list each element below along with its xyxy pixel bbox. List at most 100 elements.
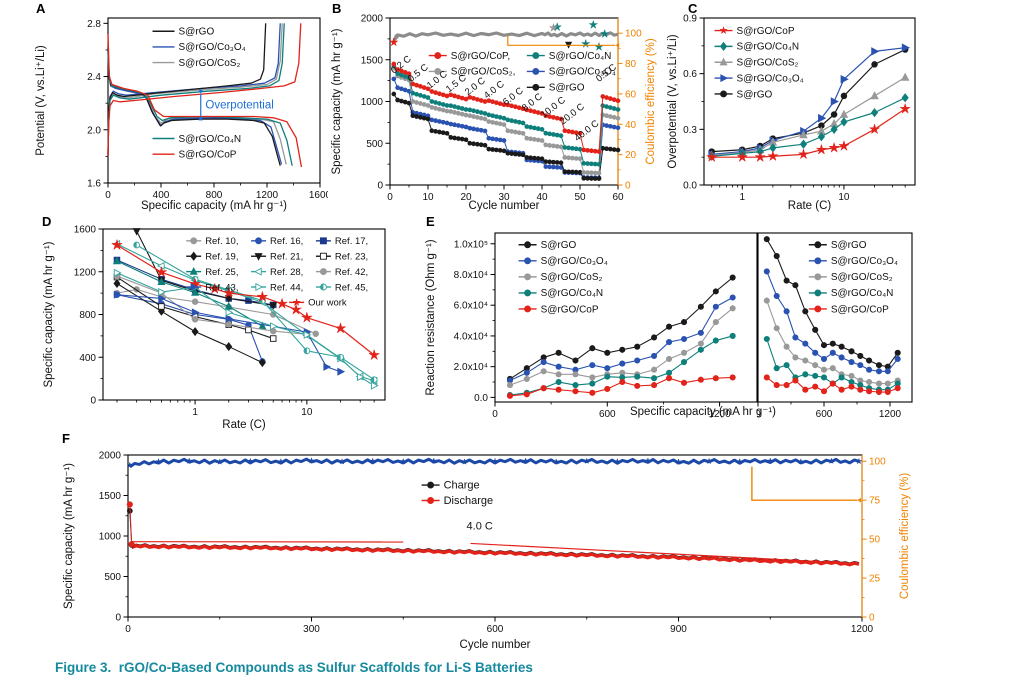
svg-text:S@rGO/CoS₂,: S@rGO/CoS₂, (451, 67, 516, 78)
svg-text:0: 0 (869, 613, 875, 624)
svg-text:Reaction resistance (Ohm g⁻¹): Reaction resistance (Ohm g⁻¹) (425, 239, 437, 395)
svg-text:0: 0 (105, 190, 111, 201)
svg-text:1200: 1200 (74, 267, 97, 278)
svg-text:C: C (688, 1, 698, 16)
figure-caption-text: rGO/Co-Based Compounds as Sulfur Scaffol… (118, 660, 533, 675)
svg-text:S@rGO/Co₃O₄: S@rGO/Co₃O₄ (549, 67, 616, 78)
svg-text:S@rGO/CoP: S@rGO/CoP (179, 149, 237, 160)
svg-text:40.0 C: 40.0 C (572, 118, 601, 144)
svg-text:2.8: 2.8 (87, 19, 101, 30)
figure-caption: Figure 3. rGO/Co-Based Compounds as Sulf… (55, 660, 533, 675)
svg-text:Ref. 21,: Ref. 21, (270, 252, 303, 263)
svg-text:30: 30 (498, 192, 510, 203)
svg-text:1200: 1200 (256, 190, 279, 201)
svg-text:Ref. 45,: Ref. 45, (335, 282, 368, 293)
svg-text:500: 500 (104, 572, 121, 583)
svg-text:300: 300 (303, 624, 320, 635)
svg-text:Specific capacity (mA hr g⁻¹): Specific capacity (mA hr g⁻¹) (331, 28, 343, 174)
svg-text:E: E (426, 214, 435, 229)
svg-text:0.0: 0.0 (683, 181, 697, 192)
svg-text:100: 100 (625, 29, 642, 40)
svg-text:50: 50 (869, 535, 881, 546)
panel-e-left-chart: 0 600 1200 0.0 2.0x10⁴ 4.0x10⁴ 6.0x10⁴ 8.0x10⁴ 1… (420, 213, 760, 438)
svg-text:60: 60 (625, 89, 637, 100)
svg-text:Cycle number: Cycle number (469, 200, 540, 212)
panel-b-chart: 0 10 20 30 40 50 60 Cycle number 0 500 1000 1500 200… (328, 0, 668, 219)
svg-text:S@rGO/Co₄N: S@rGO/Co₄N (737, 42, 800, 53)
svg-text:1200: 1200 (851, 624, 874, 635)
svg-text:0: 0 (90, 396, 96, 407)
svg-text:1: 1 (740, 192, 746, 203)
svg-text:10: 10 (422, 192, 434, 203)
svg-text:1: 1 (192, 407, 198, 418)
svg-text:600: 600 (599, 409, 616, 420)
svg-text:4.0 C: 4.0 C (467, 521, 493, 533)
svg-text:A: A (36, 1, 46, 16)
svg-text:40: 40 (536, 192, 548, 203)
svg-text:1500: 1500 (99, 491, 122, 502)
svg-text:Overpotential: Overpotential (205, 99, 273, 111)
svg-text:0.6: 0.6 (683, 69, 697, 80)
svg-text:0: 0 (757, 409, 761, 420)
svg-text:400: 400 (79, 353, 96, 364)
svg-text:2000: 2000 (99, 451, 122, 462)
svg-text:2.0: 2.0 (87, 125, 101, 136)
svg-text:Ref. 17,: Ref. 17, (335, 236, 368, 247)
svg-text:Ref. 16,: Ref. 16, (270, 236, 303, 247)
svg-text:Coulombic efficiency (%): Coulombic efficiency (%) (645, 38, 657, 165)
svg-text:0.3: 0.3 (683, 125, 697, 136)
svg-text:75: 75 (869, 496, 881, 507)
svg-text:S@rGO/Co₄N: S@rGO/Co₄N (549, 51, 612, 62)
svg-text:1600: 1600 (74, 225, 97, 236)
svg-text:Ref. 25,: Ref. 25, (205, 267, 238, 278)
figure-caption-label: Figure 3. (55, 660, 112, 675)
svg-text:0.9: 0.9 (683, 14, 697, 25)
svg-text:Specific capacity (mA hr g⁻¹): Specific capacity (mA hr g⁻¹) (43, 241, 55, 387)
svg-text:S@rGO/CoP: S@rGO/CoP (541, 304, 599, 315)
svg-text:1200: 1200 (708, 409, 731, 420)
svg-text:S@rGO/Co₃O₄: S@rGO/Co₃O₄ (737, 73, 804, 84)
svg-text:8.0x10⁴: 8.0x10⁴ (454, 270, 488, 281)
svg-text:20: 20 (625, 150, 637, 161)
svg-text:Ref. 44,: Ref. 44, (270, 282, 303, 293)
svg-text:10: 10 (301, 407, 313, 418)
svg-text:100: 100 (869, 457, 886, 468)
svg-text:500: 500 (366, 139, 383, 150)
svg-text:10: 10 (838, 192, 850, 203)
svg-text:Ref. 19,: Ref. 19, (205, 252, 238, 263)
svg-text:Cycle number: Cycle number (460, 639, 531, 651)
svg-text:800: 800 (79, 310, 96, 321)
svg-text:S@rGO/CoS₂: S@rGO/CoS₂ (831, 272, 893, 283)
svg-text:S@rGO/CoP: S@rGO/CoP (831, 304, 889, 315)
svg-text:S@rGO: S@rGO (549, 83, 585, 94)
svg-text:Ref. 42,: Ref. 42, (335, 267, 368, 278)
svg-text:0: 0 (387, 192, 393, 203)
svg-text:S@rGO/CoP: S@rGO/CoP (737, 26, 795, 37)
svg-text:S@rGO/Co₃O₄: S@rGO/Co₃O₄ (541, 256, 608, 267)
panel-e-xaxis-label: Specific capacity (mA hr g⁻¹) (629, 406, 777, 418)
svg-text:Our work: Our work (308, 298, 347, 309)
svg-text:6.0x10⁴: 6.0x10⁴ (454, 301, 488, 312)
svg-text:1600: 1600 (309, 190, 328, 201)
svg-text:S@rGO/Co₃O₄: S@rGO/Co₃O₄ (179, 42, 246, 53)
svg-text:1.0x10⁵: 1.0x10⁵ (454, 239, 488, 250)
svg-text:S@rGO/Co₄N: S@rGO/Co₄N (541, 288, 604, 299)
svg-text:1000: 1000 (361, 97, 384, 108)
svg-text:S@rGO: S@rGO (737, 89, 773, 100)
svg-text:50: 50 (574, 192, 586, 203)
panel-c-chart: 1 10 Rate (C) 0.0 0.3 0.6 0.9 Overpotential (V,… (658, 0, 1022, 219)
svg-text:0.5 C: 0.5 C (594, 62, 619, 85)
svg-text:S@rGO/Co₄N: S@rGO/Co₄N (179, 134, 242, 145)
svg-text:2.4: 2.4 (87, 72, 101, 83)
svg-text:0.0: 0.0 (474, 393, 488, 404)
svg-text:2000: 2000 (361, 14, 384, 25)
svg-text:Potential (V, vs.Li⁺/Li): Potential (V, vs.Li⁺/Li) (35, 45, 47, 156)
svg-text:D: D (42, 214, 51, 229)
svg-text:800: 800 (206, 190, 223, 201)
svg-text:Ref. 23,: Ref. 23, (335, 252, 368, 263)
svg-text:0: 0 (125, 624, 131, 635)
svg-text:Ref. 10,: Ref. 10, (205, 236, 238, 247)
svg-text:Overpotential (V, vs.Li⁺/Li): Overpotential (V, vs.Li⁺/Li) (667, 34, 679, 168)
svg-text:1.6: 1.6 (87, 179, 101, 190)
svg-text:S@rGO: S@rGO (179, 27, 215, 38)
